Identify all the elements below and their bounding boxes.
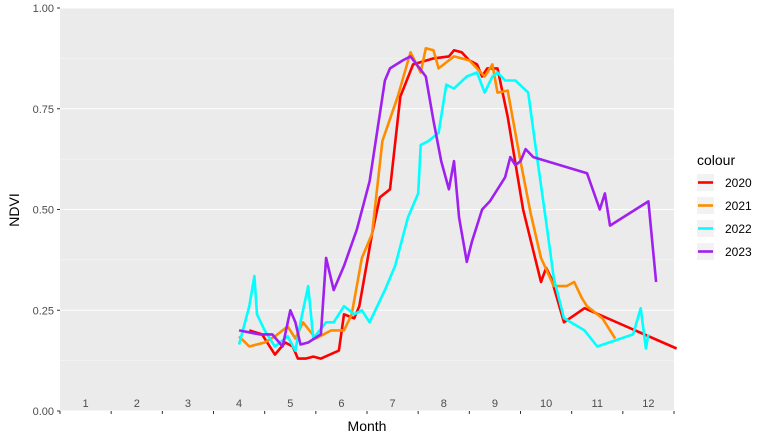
major-gridlines bbox=[60, 7, 674, 412]
series-line-2020 bbox=[248, 48, 678, 360]
x-tick-label: 9 bbox=[492, 398, 498, 410]
x-tick-label: 6 bbox=[338, 398, 344, 410]
x-tick-label: 1 bbox=[83, 398, 89, 410]
x-tick-label: 11 bbox=[592, 398, 603, 410]
legend-label-2021: 2021 bbox=[725, 199, 752, 213]
x-tick-label: 7 bbox=[390, 398, 396, 410]
x-tick-label: 4 bbox=[236, 398, 242, 410]
x-tick-label: 5 bbox=[287, 398, 293, 410]
x-tick-label: 12 bbox=[642, 398, 654, 410]
y-tick-label: 1.00 bbox=[33, 3, 54, 15]
y-tick-label: 0.25 bbox=[33, 305, 54, 317]
series-line-2022 bbox=[237, 71, 650, 352]
x-tick-label: 2 bbox=[134, 398, 140, 410]
legend-label-2022: 2022 bbox=[725, 222, 752, 236]
y-axis-ticks: 0.00 0.25 0.50 0.75 1.00 bbox=[33, 3, 60, 418]
x-tick-label: 10 bbox=[540, 398, 552, 410]
legend-title: colour bbox=[697, 152, 735, 168]
x-tick-label: 3 bbox=[185, 398, 191, 410]
legend: colour 2020 2021 2022 2023 bbox=[697, 152, 752, 260]
series-lines bbox=[237, 46, 678, 360]
x-axis-title: Month bbox=[348, 418, 387, 434]
y-axis-title: NDVI bbox=[6, 193, 22, 226]
y-tick-label: 0.75 bbox=[33, 104, 54, 116]
y-tick-label: 0.50 bbox=[33, 205, 54, 217]
legend-label-2020: 2020 bbox=[725, 176, 752, 190]
series-line-2023 bbox=[238, 55, 658, 348]
x-tick-label: 8 bbox=[441, 398, 447, 410]
legend-label-2023: 2023 bbox=[725, 245, 752, 259]
y-tick-label: 0.00 bbox=[33, 406, 54, 418]
